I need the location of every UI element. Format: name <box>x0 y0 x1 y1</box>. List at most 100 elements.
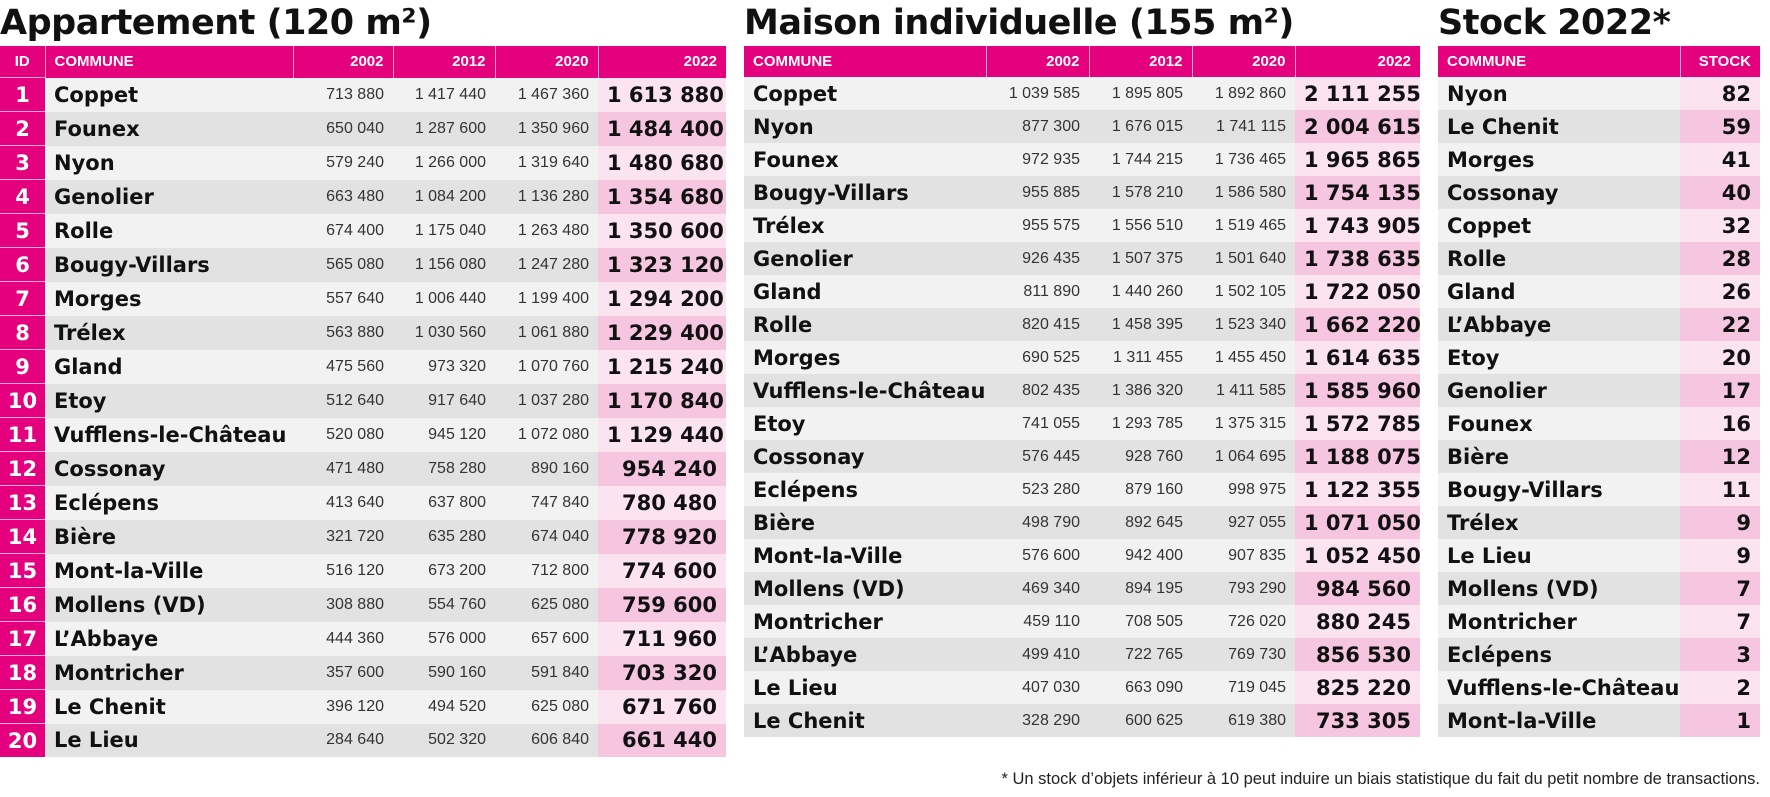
price-2022-cell: 1 480 680 <box>598 145 726 180</box>
price-2022-cell: 1 965 865 <box>1295 143 1421 176</box>
table-row: Rolle 820 415 1 458 395 1 523 340 1 662 220 <box>744 308 1421 341</box>
commune-cell: Coppet <box>744 77 986 110</box>
table-row: Vufflens-le-Château 2 <box>1438 671 1760 704</box>
price-2002-cell: 663 480 <box>293 179 393 214</box>
price-2020-cell: 793 290 <box>1192 572 1295 605</box>
rank-cell: 3 <box>0 145 45 180</box>
col-header-2012: 2012 <box>393 46 496 78</box>
stock-cell: 22 <box>1680 308 1760 341</box>
table-row: Le Chenit 328 290 600 625 619 380 733 305 <box>744 704 1420 737</box>
table-row: 20 Le Lieu 284 640 502 320 606 840 661 440 <box>0 723 726 757</box>
price-2012-cell: 635 280 <box>393 519 495 554</box>
price-2002-cell: 516 120 <box>293 553 393 588</box>
price-2020-cell: 726 020 <box>1192 605 1295 638</box>
price-2012-cell: 637 800 <box>393 485 495 520</box>
col-header-2022: 2022 <box>1295 46 1420 77</box>
price-2022-cell: 1 722 050 <box>1295 275 1421 308</box>
price-2012-cell: 758 280 <box>393 451 495 486</box>
price-2012-cell: 973 320 <box>393 349 495 384</box>
price-2022-cell: 774 600 <box>598 553 726 588</box>
price-2022-cell: 2 004 615 <box>1295 110 1421 143</box>
table-row: 6 Bougy-Villars 565 080 1 156 080 1 247 280 1… <box>0 247 726 282</box>
col-header-commune: COMMUNE <box>45 46 294 78</box>
table-row: Bougy-Villars 955 885 1 578 210 1 586 580 1 … <box>744 176 1421 209</box>
price-2012-cell: 1 386 320 <box>1089 374 1192 407</box>
commune-cell: Trélex <box>744 209 986 242</box>
table-row: 5 Rolle 674 400 1 175 040 1 263 480 1 350 600 <box>0 213 726 248</box>
col-header-2022: 2022 <box>598 46 726 78</box>
price-2020-cell: 998 975 <box>1192 473 1295 506</box>
price-2020-cell: 1 247 280 <box>495 247 598 282</box>
price-2002-cell: 498 790 <box>986 506 1089 539</box>
rank-cell: 4 <box>0 179 45 214</box>
table-row: Genolier 17 <box>1438 374 1760 407</box>
price-2022-cell: 759 600 <box>598 587 726 622</box>
table-row: 1 Coppet 713 880 1 417 440 1 467 360 1 613 88… <box>0 77 726 112</box>
table-row: Nyon 82 <box>1438 77 1760 110</box>
price-2012-cell: 1 895 805 <box>1089 77 1192 110</box>
price-2012-cell: 1 287 600 <box>393 111 495 146</box>
appartement-table-body: 1 Coppet 713 880 1 417 440 1 467 360 1 613 88… <box>0 77 726 757</box>
commune-cell: Mont-la-Ville <box>45 553 293 588</box>
maison-section: Maison individuelle (155 m²) COMMUNE 200… <box>744 0 1421 737</box>
commune-cell: Founex <box>744 143 986 176</box>
table-row: Founex 16 <box>1438 407 1760 440</box>
price-2002-cell: 523 280 <box>986 473 1089 506</box>
commune-cell: Vufflens-le-Château <box>744 374 986 407</box>
table-row: Le Lieu 9 <box>1438 539 1760 572</box>
table-row: Coppet 32 <box>1438 209 1760 242</box>
price-2012-cell: 1 006 440 <box>393 281 495 316</box>
price-2022-cell: 1 052 450 <box>1295 539 1421 572</box>
price-2020-cell: 619 380 <box>1192 704 1295 737</box>
stock-table: COMMUNE STOCK Nyon 82 Le Chenit 59 Morges 41 C… <box>1438 46 1760 737</box>
commune-cell: Gland <box>1438 275 1680 308</box>
price-2012-cell: 1 676 015 <box>1089 110 1192 143</box>
price-2022-cell: 1 188 075 <box>1295 440 1421 473</box>
table-row: 12 Cossonay 471 480 758 280 890 160 954 240 <box>0 451 726 486</box>
commune-cell: L’Abbaye <box>744 638 986 671</box>
rank-cell: 20 <box>0 723 45 757</box>
appartement-table: ID COMMUNE 2002 2012 2020 2022 1 Coppet 71… <box>0 46 726 757</box>
stock-cell: 1 <box>1680 704 1760 737</box>
table-row: Eclépens 523 280 879 160 998 975 1 122 355 <box>744 473 1421 506</box>
commune-cell: Gland <box>744 275 986 308</box>
commune-cell: Bougy-Villars <box>45 247 293 282</box>
price-2022-cell: 880 245 <box>1295 605 1420 638</box>
stock-cell: 12 <box>1680 440 1760 473</box>
table-row: Bougy-Villars 11 <box>1438 473 1760 506</box>
price-2012-cell: 494 520 <box>393 689 495 724</box>
stock-table-body: Nyon 82 Le Chenit 59 Morges 41 Cossonay 40 Coppe… <box>1438 77 1760 737</box>
price-2002-cell: 650 040 <box>293 111 393 146</box>
table-header-row: COMMUNE STOCK <box>1438 46 1760 77</box>
table-header-row: COMMUNE 2002 2012 2020 2022 <box>744 46 1420 77</box>
price-2002-cell: 475 560 <box>293 349 393 384</box>
stock-cell: 26 <box>1680 275 1760 308</box>
table-row: Vufflens-le-Château 802 435 1 386 320 1 411… <box>744 374 1421 407</box>
price-2022-cell: 1 294 200 <box>598 281 726 316</box>
price-2020-cell: 1 319 640 <box>495 145 598 180</box>
price-2012-cell: 502 320 <box>393 723 495 757</box>
price-2020-cell: 890 160 <box>495 451 598 486</box>
table-row: Eclépens 3 <box>1438 638 1760 671</box>
price-2022-cell: 1 585 960 <box>1295 374 1421 407</box>
price-2012-cell: 1 084 200 <box>393 179 495 214</box>
commune-cell: Genolier <box>45 179 293 214</box>
price-2022-cell: 825 220 <box>1295 671 1420 704</box>
price-2012-cell: 1 458 395 <box>1089 308 1192 341</box>
price-2020-cell: 769 730 <box>1192 638 1295 671</box>
table-row: 11 Vufflens-le-Château 520 080 945 120 1 072… <box>0 417 726 452</box>
commune-cell: Nyon <box>45 145 293 180</box>
price-2002-cell: 576 600 <box>986 539 1089 572</box>
price-2022-cell: 778 920 <box>598 519 726 554</box>
stock-cell: 28 <box>1680 242 1760 275</box>
stock-cell: 9 <box>1680 506 1760 539</box>
rank-cell: 6 <box>0 247 45 282</box>
commune-cell: Morges <box>744 341 986 374</box>
appartement-section: Appartement (120 m²) ID COMMUNE 2002 201… <box>0 0 726 757</box>
stock-cell: 7 <box>1680 605 1760 638</box>
price-2012-cell: 945 120 <box>393 417 495 452</box>
rank-cell: 11 <box>0 417 45 452</box>
price-2022-cell: 1 350 600 <box>598 213 726 248</box>
table-row: Morges 690 525 1 311 455 1 455 450 1 614 635 <box>744 341 1421 374</box>
table-row: Gland 26 <box>1438 275 1760 308</box>
